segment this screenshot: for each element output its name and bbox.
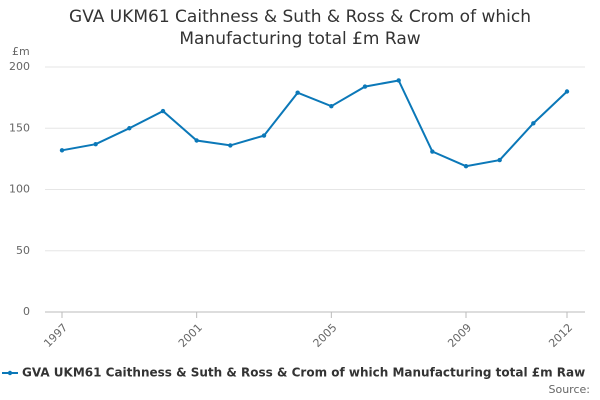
data-point <box>194 138 199 143</box>
data-point <box>93 141 98 147</box>
data-point <box>228 143 233 148</box>
data-point <box>329 104 334 109</box>
x-tick-label: 2001 <box>176 321 205 350</box>
data-point <box>531 121 536 126</box>
data-point <box>463 164 469 169</box>
data-point <box>160 108 166 114</box>
y-tick-label: 0 <box>23 305 30 318</box>
x-tick-label: 1997 <box>41 321 70 350</box>
data-point <box>127 126 132 131</box>
data-point <box>362 84 368 89</box>
legend-marker <box>7 370 13 376</box>
data-point <box>396 78 401 83</box>
x-tick-label: 2012 <box>546 321 575 350</box>
x-tick-label: 2005 <box>311 321 340 350</box>
data-point <box>564 89 570 94</box>
source: Source: <box>549 383 591 396</box>
y-tick-label: 100 <box>9 183 30 196</box>
y-axis-label: £m <box>12 45 30 58</box>
data-point <box>261 133 267 138</box>
data-point <box>59 148 65 153</box>
chart-title: GVA UKM61 Caithness & Suth & Ross & Crom… <box>69 7 531 49</box>
y-tick-label: 150 <box>9 121 30 134</box>
legend-label: GVA UKM61 Caithness & Suth & Ross & Crom… <box>22 366 585 380</box>
series-line <box>61 79 568 168</box>
data-point <box>430 149 435 154</box>
data-point <box>295 90 300 95</box>
y-tick-label: 50 <box>16 244 30 257</box>
x-tick-label: 2009 <box>445 321 474 350</box>
y-tick-label: 200 <box>9 60 30 73</box>
data-point <box>497 157 502 163</box>
